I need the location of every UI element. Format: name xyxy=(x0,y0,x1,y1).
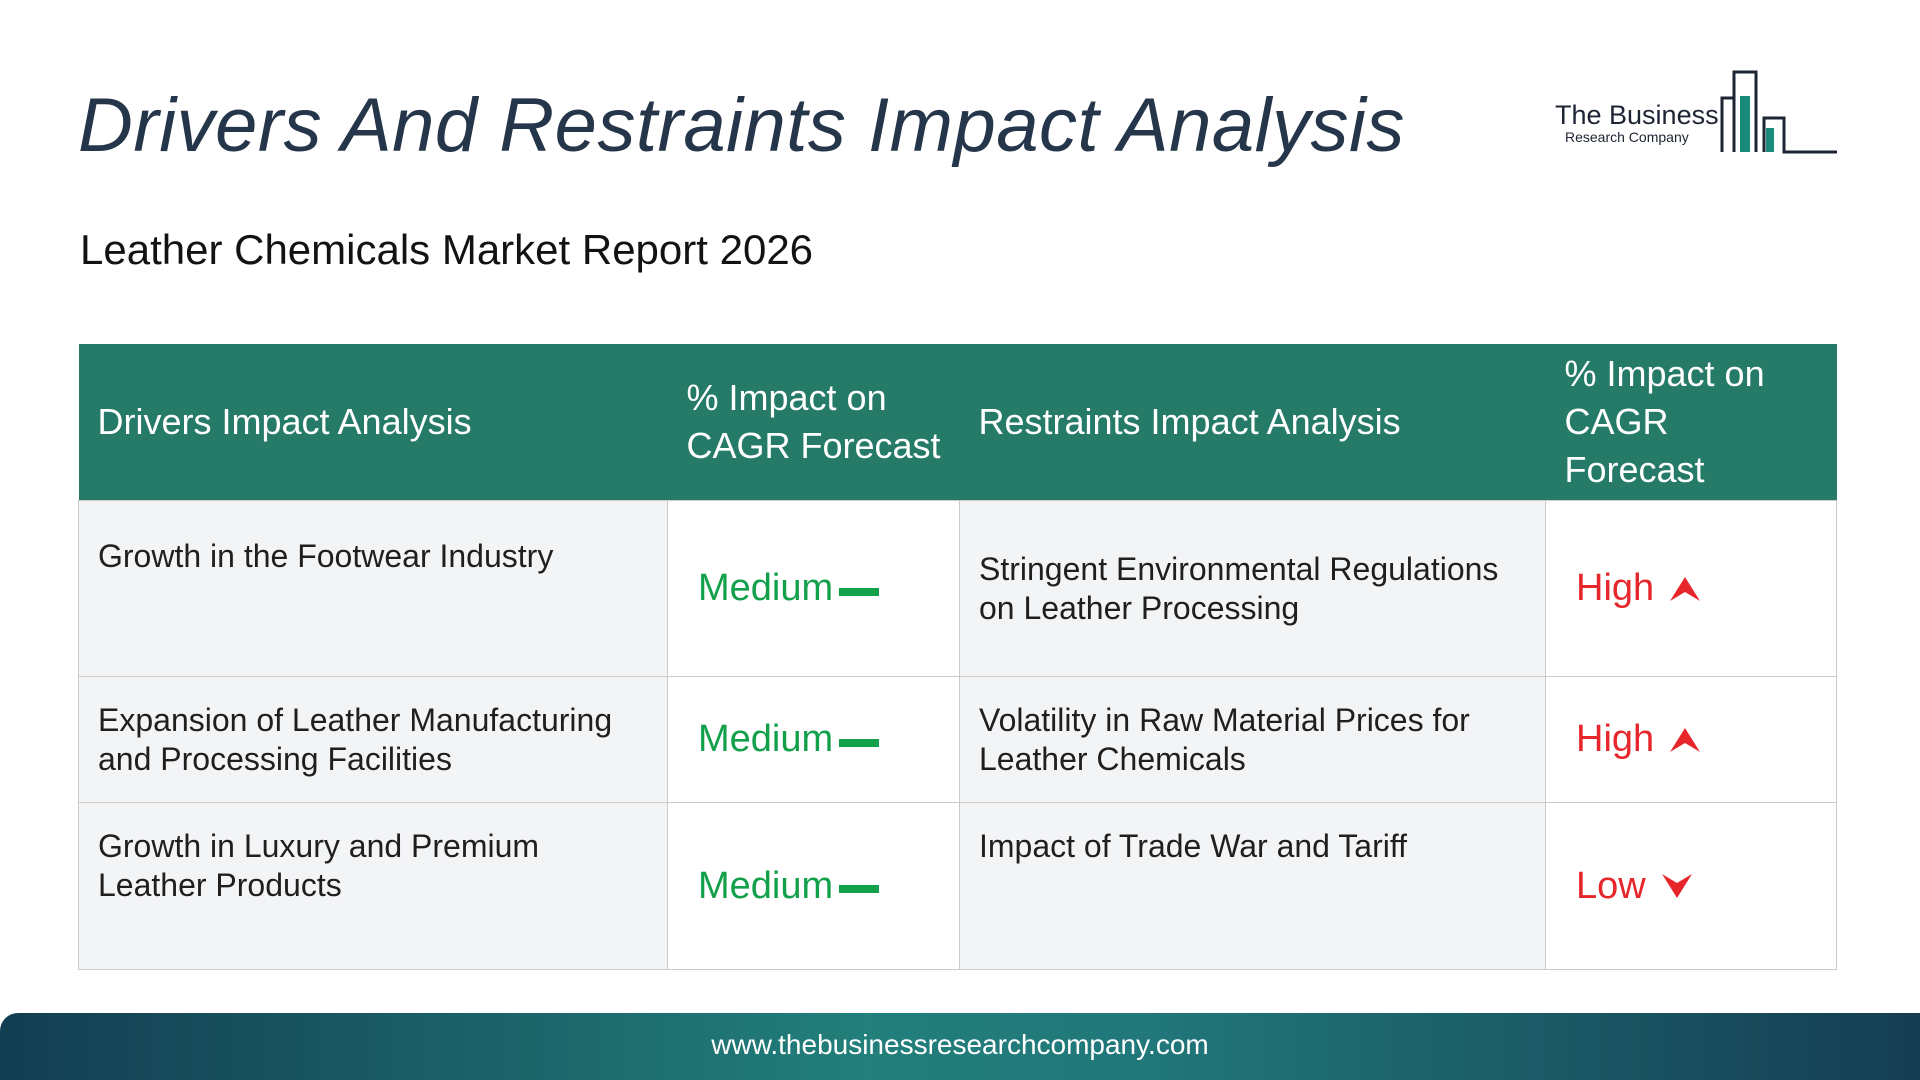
table-row: Growth in the Footwear Industry Medium S… xyxy=(78,500,1837,677)
restraint-impact-cell: High xyxy=(1545,676,1837,803)
driver-impact-cell: Medium xyxy=(667,500,960,677)
dash-icon xyxy=(839,587,880,596)
restraint-cell: Stringent Environmental Regulations on L… xyxy=(959,500,1546,677)
driver-cell: Growth in the Footwear Industry xyxy=(78,500,668,677)
driver-impact-cell: Medium xyxy=(667,676,960,803)
header-drivers-impact: % Impact on CAGR Forecast xyxy=(667,344,960,501)
driver-impact-cell: Medium xyxy=(667,802,960,970)
restraint-cell: Volatility in Raw Material Prices for Le… xyxy=(959,676,1546,803)
driver-cell: Expansion of Leather Manufacturing and P… xyxy=(78,676,668,803)
dash-icon xyxy=(839,885,880,893)
header-restraints-impact: % Impact on CAGR Forecast xyxy=(1545,344,1837,501)
table-row: Growth in Luxury and Premium Leather Pro… xyxy=(78,802,1837,970)
impact-table: Drivers Impact Analysis % Impact on CAGR… xyxy=(78,344,1837,970)
page-title: Drivers And Restraints Impact Analysis xyxy=(78,83,1405,168)
header-drivers: Drivers Impact Analysis xyxy=(78,344,668,501)
logo-text-primary: The Business xyxy=(1555,100,1719,130)
report-subtitle: Leather Chemicals Market Report 2026 xyxy=(80,226,814,273)
impact-level-medium: Medium xyxy=(698,864,834,907)
driver-cell: Growth in Luxury and Premium Leather Pro… xyxy=(78,802,668,970)
table-header-row: Drivers Impact Analysis % Impact on CAGR… xyxy=(78,344,1837,501)
driver-label: Expansion of Leather Manufacturing and P… xyxy=(98,701,613,777)
restraint-label: Impact of Trade War and Tariff xyxy=(979,828,1408,864)
restraint-label: Volatility in Raw Material Prices for Le… xyxy=(979,701,1470,777)
impact-level-medium: Medium xyxy=(698,718,834,760)
building-bars-icon xyxy=(1720,70,1837,154)
table-row: Expansion of Leather Manufacturing and P… xyxy=(78,676,1837,803)
dash-icon xyxy=(839,738,880,747)
impact-level-high: High xyxy=(1576,718,1655,760)
restraint-cell: Impact of Trade War and Tariff xyxy=(959,802,1546,970)
footer-url[interactable]: www.thebusinessresearchcompany.com xyxy=(711,1029,1209,1060)
impact-level-medium: Medium xyxy=(698,567,834,609)
impact-level-high: High xyxy=(1576,567,1655,609)
restraint-label: Stringent Environmental Regulations on L… xyxy=(979,550,1499,626)
header-restraints: Restraints Impact Analysis xyxy=(959,344,1546,501)
driver-label: Growth in Luxury and Premium Leather Pro… xyxy=(98,828,540,903)
arrow-up-icon xyxy=(1670,576,1701,601)
restraint-impact-cell: Low xyxy=(1545,802,1837,970)
arrow-up-icon xyxy=(1670,727,1701,752)
logo-text-secondary: Research Company xyxy=(1565,129,1689,145)
restraint-impact-cell: High xyxy=(1545,500,1837,677)
footer-bar: www.thebusinessresearchcompany.com xyxy=(0,1013,1920,1080)
company-logo: The Business Research Company xyxy=(1555,68,1837,154)
impact-level-low: Low xyxy=(1576,864,1646,907)
arrow-down-icon xyxy=(1661,874,1692,898)
driver-label: Growth in the Footwear Industry xyxy=(98,538,554,574)
